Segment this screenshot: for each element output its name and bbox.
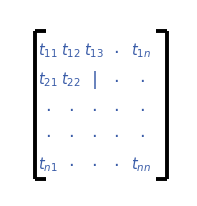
- Text: $\cdot$: $\cdot$: [138, 125, 144, 143]
- Text: $\cdot$: $\cdot$: [91, 125, 97, 143]
- Text: $\cdot$: $\cdot$: [46, 125, 51, 143]
- Text: $\mathit{t_{13}}$: $\mathit{t_{13}}$: [84, 42, 104, 60]
- Text: $|$: $|$: [91, 69, 97, 90]
- Text: $\mathit{t_{nn}}$: $\mathit{t_{nn}}$: [131, 154, 151, 173]
- Text: $\mathit{t_{12}}$: $\mathit{t_{12}}$: [61, 42, 81, 60]
- Text: $\cdot$: $\cdot$: [68, 154, 74, 172]
- Text: $\cdot$: $\cdot$: [113, 70, 119, 88]
- Text: $\mathit{t_{n1}}$: $\mathit{t_{n1}}$: [38, 154, 58, 173]
- Text: $\mathit{t_{1n}}$: $\mathit{t_{1n}}$: [131, 42, 151, 60]
- Text: $\cdot$: $\cdot$: [138, 100, 144, 118]
- Text: $\cdot$: $\cdot$: [113, 154, 119, 172]
- Text: $\cdot$: $\cdot$: [91, 100, 97, 118]
- Text: $\mathit{t_{22}}$: $\mathit{t_{22}}$: [61, 70, 81, 89]
- Text: $\mathit{t_{21}}$: $\mathit{t_{21}}$: [38, 70, 58, 89]
- Text: $\cdot$: $\cdot$: [113, 100, 119, 118]
- Text: $\mathit{t_{11}}$: $\mathit{t_{11}}$: [38, 42, 58, 60]
- Text: $\cdot$: $\cdot$: [113, 42, 119, 60]
- Text: $\cdot$: $\cdot$: [68, 100, 74, 118]
- Text: $\cdot$: $\cdot$: [113, 125, 119, 143]
- Text: $\cdot$: $\cdot$: [68, 125, 74, 143]
- Text: $\cdot$: $\cdot$: [91, 154, 97, 172]
- Text: $\cdot$: $\cdot$: [46, 100, 51, 118]
- Text: $\cdot$: $\cdot$: [138, 70, 144, 88]
